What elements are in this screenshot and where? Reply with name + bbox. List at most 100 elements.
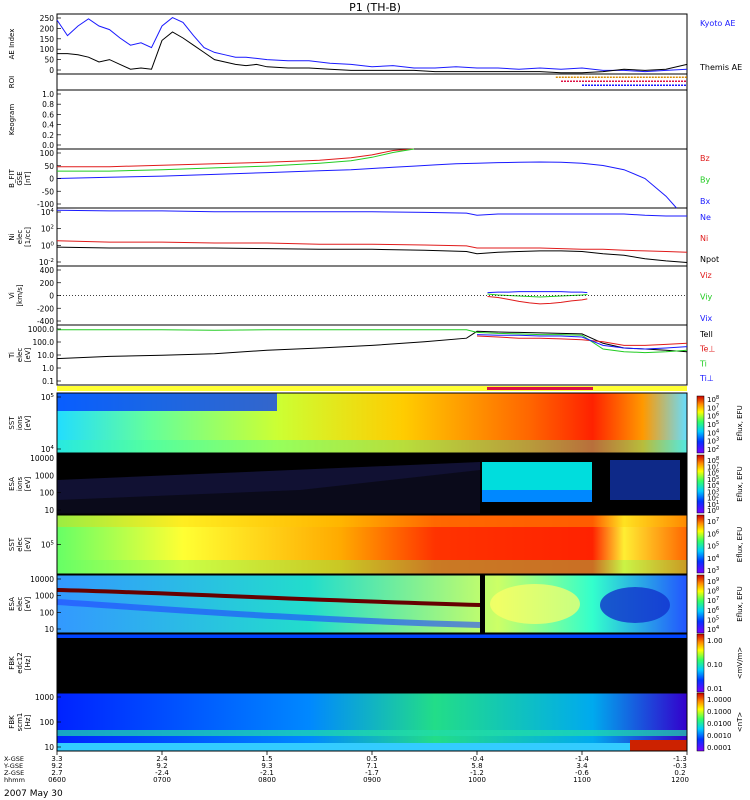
xtick-label: 1200 — [671, 776, 689, 784]
series-density-Npot — [56, 246, 688, 263]
legend-Ti: Ti — [699, 359, 707, 368]
xtick-label: -1.7 — [365, 769, 379, 777]
ytick-ae: 150 — [40, 35, 55, 44]
xtick-label: -0.3 — [673, 762, 687, 770]
legend-Ni: Ni — [700, 234, 708, 243]
xtick-label: 0600 — [48, 776, 66, 784]
ytick-velocity: -200 — [37, 304, 54, 313]
panel-density-frame — [56, 207, 688, 267]
ytick-bfield: -50 — [42, 187, 54, 196]
legend-Kyoto AE: Kyoto AE — [700, 19, 735, 28]
colorbar-tick-sst-elec: 103 — [707, 566, 719, 575]
legend-Bz: Bz — [700, 154, 710, 163]
ytick-density: 104 — [41, 208, 55, 217]
panel-bfield-frame — [56, 148, 688, 209]
legend-layer: Kyoto AE Themis AE Bz By Bx Ne Ni Npot Viz Viy Vix… — [699, 19, 742, 383]
ylabel-sst-elec: SSTelec[eV] — [8, 537, 32, 552]
colorbar-tick-fbk-edc: 0.10 — [707, 661, 723, 669]
ytick-keogram: 0.2 — [42, 131, 54, 140]
ytick-ae: 0 — [49, 66, 54, 75]
legend-Ne: Ne — [700, 213, 711, 222]
colorbar-esa-elec — [696, 574, 705, 634]
date-label: 2007 May 30 — [4, 789, 63, 799]
series-temperature-Te⊥ — [476, 335, 688, 346]
colorbar-tick-fbk-scm: 0.0100 — [707, 720, 732, 728]
ytick-keogram: 0.0 — [42, 141, 54, 150]
colorbar-tick-esa-elec: 109 — [707, 577, 719, 586]
colorbar-tick-esa-ion: 106 — [707, 469, 720, 478]
xaxis-row-label: X-GSE — [4, 755, 24, 763]
series-temperature-Ti — [57, 329, 688, 354]
legend-Tell: Tell — [699, 330, 713, 339]
ylabel-velocity: Vi[km/s] — [8, 284, 24, 307]
colorbar-tick-fbk-scm: 1.0000 — [707, 696, 732, 704]
colorbar-tick-sst-ion: 108 — [707, 395, 719, 404]
xtick-label: 7.1 — [366, 762, 377, 770]
ytick-velocity: -400 — [37, 317, 54, 326]
colorbar-tick-esa-ion: 105 — [707, 475, 719, 484]
colorbar-tick-fbk-edc: 1.00 — [707, 637, 723, 645]
xtick-label: -0.4 — [470, 755, 484, 763]
xtick-label: -2.4 — [155, 769, 169, 777]
xtick-label: 0.2 — [674, 769, 685, 777]
colorbar-tick-esa-elec: 106 — [707, 606, 720, 615]
series-density-Ni — [56, 240, 688, 253]
colorbar-tick-esa-ion: 102 — [707, 494, 719, 503]
ylabel-fbk-scm: FBKscm1[Hz] — [8, 713, 32, 732]
legend-Vix: Vix — [700, 314, 713, 323]
spectrogram-esa-elec — [56, 574, 688, 634]
ytick-keogram: 0.6 — [42, 110, 54, 119]
status-bar-roi — [487, 387, 593, 390]
ytick-keogram: 1.0 — [42, 90, 54, 99]
series-bfield-Bz — [57, 148, 415, 168]
ytick-temperature: 1000.0 — [28, 325, 54, 334]
series-bfield-By — [57, 148, 415, 172]
spectrogram-fbk-scm — [56, 692, 688, 752]
xtick-label: -2.1 — [260, 769, 274, 777]
colorbar-esa-ion — [696, 454, 705, 514]
xtick-label: 9.2 — [51, 762, 62, 770]
ylabel-esa-ion: ESAions[eV] — [8, 476, 32, 491]
ytick-fbk-scm: 1000 — [35, 693, 54, 702]
y-axis-label-layer: AE Index250200150100500ROIKeogram1.00.80… — [8, 14, 61, 752]
xtick-label: 3.4 — [576, 762, 588, 770]
ytick-keogram: 0.8 — [42, 100, 54, 109]
colorbar-tick-sst-ion: 103 — [707, 437, 719, 446]
xtick-label: 1000 — [468, 776, 486, 784]
ylabel-keogram: Keogram — [8, 104, 16, 135]
ytick-esa-elec: 1000 — [35, 592, 54, 601]
colorbar-tick-sst-elec: 104 — [707, 554, 720, 563]
xtick-label: 2.7 — [51, 769, 62, 777]
ytick-ae: 200 — [40, 24, 55, 33]
spectrogram-sst-ion — [56, 392, 688, 454]
legend-Ti⊥: Ti⊥ — [699, 374, 714, 383]
series-ae-Themis AE — [57, 31, 688, 74]
colorbar-tick-esa-ion: 101 — [707, 500, 719, 509]
xtick-label: 0700 — [153, 776, 171, 784]
ytick-ae: 100 — [40, 45, 55, 54]
colorbar-tick-fbk-edc: 0.01 — [707, 685, 723, 693]
spectrogram-sst-elec — [56, 514, 688, 575]
colorbar-tick-esa-ion: 108 — [707, 456, 719, 465]
colorbar-label-sst-ion: Eflux, EFU — [736, 405, 744, 440]
xtick-label: 3.3 — [51, 755, 62, 763]
colorbar-tick-fbk-scm: 0.1000 — [707, 708, 732, 716]
colorbar-tick-esa-elec: 105 — [707, 615, 719, 624]
ytick-velocity: 400 — [40, 266, 55, 275]
xaxis-row-label: Y-GSE — [3, 762, 23, 770]
line-series-layer — [56, 17, 688, 360]
ylabel-ae: AE Index — [8, 29, 16, 60]
legend-Te⊥: Te⊥ — [699, 345, 715, 354]
legend-Themis AE: Themis AE — [699, 63, 742, 72]
colorbar-fbk-scm — [696, 692, 705, 752]
ytick-esa-elec: 100 — [40, 608, 55, 617]
ytick-ae: 50 — [44, 56, 54, 65]
ytick-bfield: -100 — [37, 200, 54, 209]
xtick-label: -1.3 — [673, 755, 687, 763]
xtick-label: 9.2 — [156, 762, 167, 770]
xtick-label: 9.3 — [261, 762, 272, 770]
xtick-label: 1100 — [573, 776, 591, 784]
ylabel-density: Nielec[1/cc] — [8, 227, 32, 247]
ytick-density: 100 — [41, 241, 55, 250]
legend-By: By — [700, 176, 710, 185]
